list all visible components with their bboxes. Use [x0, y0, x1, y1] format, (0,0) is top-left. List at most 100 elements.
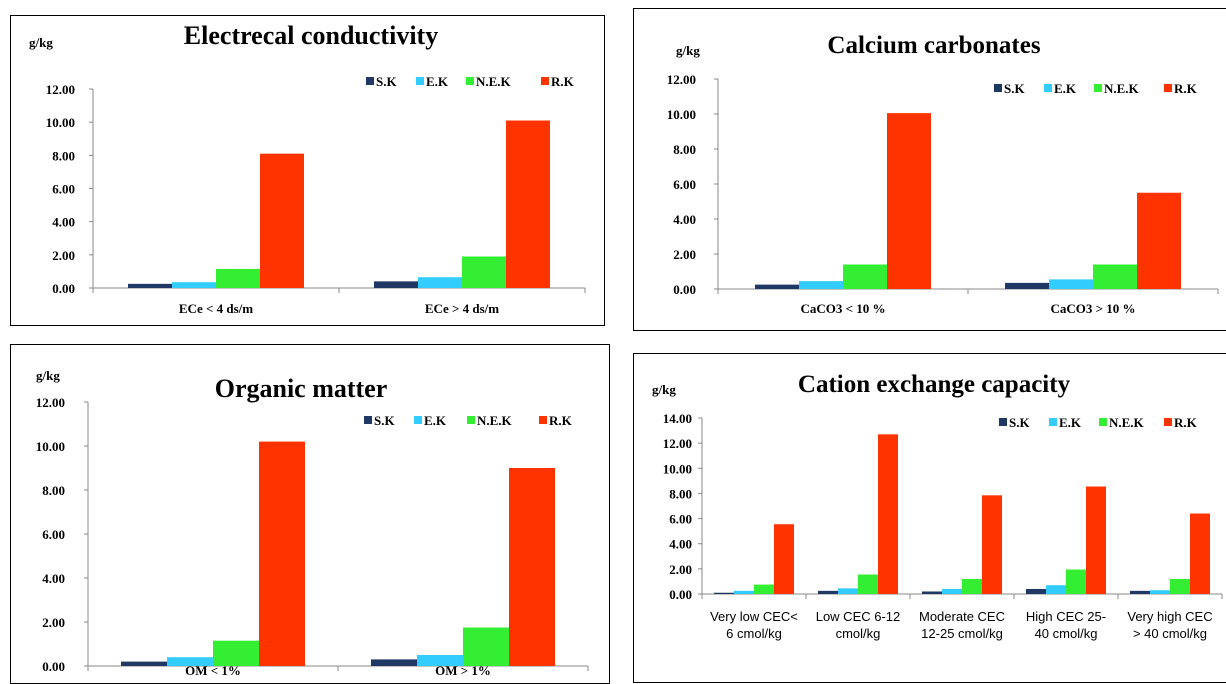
legend-swatch-ek [416, 77, 424, 85]
bar-rk-1 [506, 120, 550, 288]
chart-0-svg: Electrecal conductivity g/kg 0.00 2.00 4.00 6… [29, 21, 586, 316]
chart-title: Electrecal conductivity [184, 21, 438, 50]
y-tick-label: 8.00 [42, 483, 65, 498]
y-tick-label: 6.00 [673, 177, 696, 192]
legend-swatch-sk [366, 77, 374, 85]
x-category-line: Low CEC 6-12 [816, 609, 901, 624]
legend-swatch-ek [414, 416, 422, 424]
bar-sk-0 [128, 283, 172, 288]
x-category-label: CaCO3 > 10 % [1050, 301, 1135, 316]
y-tick-label: 4.00 [673, 212, 696, 227]
legend-swatch-nek [467, 416, 475, 424]
bar-rk-4 [1190, 513, 1210, 594]
bar-nek-3 [1066, 569, 1086, 594]
legend-swatch-sk [364, 416, 372, 424]
x-category-label: CaCO3 < 10 % [800, 301, 885, 316]
legend-swatch-nek [1099, 418, 1107, 426]
y-tick-label: 10.00 [667, 107, 696, 122]
y-tick-label: 10.00 [36, 439, 65, 454]
y-tick-label: 6.00 [669, 512, 692, 527]
legend-swatch-nek [466, 77, 474, 85]
legend-label: S.K [374, 413, 395, 428]
bar-nek-1 [858, 574, 878, 594]
y-tick-label: 2.00 [52, 248, 75, 263]
bar-sk-1 [371, 659, 417, 666]
legend-label: N.E.K [1104, 81, 1140, 96]
unit-label: g/kg [676, 43, 700, 58]
y-tick-label: 6.00 [52, 182, 75, 197]
bar-rk-2 [982, 495, 1002, 594]
x-category-label: Very low CEC< 6 cmol/kg [710, 609, 798, 641]
y-tick-label: 4.00 [52, 215, 75, 230]
bar-rk-0 [259, 441, 305, 666]
y-tick-label: 4.00 [669, 537, 692, 552]
legend-label: S.K [1004, 81, 1025, 96]
bar-nek-0 [216, 268, 260, 288]
x-category-label: ECe > 4 ds/m [425, 301, 499, 316]
x-category-label: Low CEC 6-12 cmol/kg [816, 609, 901, 641]
bar-ek-0 [734, 590, 754, 594]
bar-sk-1 [1005, 282, 1049, 289]
legend-label: N.E.K [476, 74, 512, 89]
bar-nek-2 [962, 578, 982, 594]
chart-3-svg: Cation exchange capacity g/kg 0.00 2.00 4.00… [652, 371, 1223, 641]
x-category-line: 40 cmol/kg [1035, 626, 1098, 641]
x-category-line: 6 cmol/kg [726, 626, 782, 641]
bar-nek-0 [754, 584, 774, 594]
legend-label: R.K [1174, 415, 1198, 430]
bar-nek-1 [463, 627, 509, 666]
bar-rk-1 [1137, 192, 1181, 289]
y-tick-label: 12.00 [36, 395, 65, 410]
bar-sk-0 [121, 661, 167, 666]
bar-nek-0 [843, 264, 887, 289]
y-tick-label: 14.00 [663, 411, 692, 426]
legend-label: N.E.K [1109, 415, 1145, 430]
chart-title: Cation exchange capacity [798, 371, 1071, 398]
legend-label: R.K [1174, 81, 1198, 96]
y-tick-label: 12.00 [46, 82, 75, 97]
x-category-line: Moderate CEC [919, 609, 1005, 624]
y-tick-label: 2.00 [673, 247, 696, 262]
y-tick-label: 4.00 [42, 571, 65, 586]
x-category-line: High CEC 25- [1026, 609, 1106, 624]
x-category-label: OM > 1% [435, 663, 491, 678]
y-tick-label: 8.00 [52, 148, 75, 163]
bar-sk-0 [714, 592, 734, 594]
bar-ek-0 [167, 657, 213, 666]
legend-label: E.K [1059, 415, 1082, 430]
chart-title: Calcium carbonates [827, 32, 1040, 59]
bar-sk-1 [374, 281, 418, 288]
legend-label: E.K [426, 74, 449, 89]
x-category-line: Very low CEC< [710, 609, 798, 624]
y-tick-label: 10.00 [663, 461, 692, 476]
bar-rk-0 [260, 153, 304, 288]
chart-title: Organic matter [215, 374, 388, 403]
x-category-label: Very high CEC > 40 cmol/kg [1127, 609, 1212, 641]
legend-label: S.K [1009, 415, 1030, 430]
legend-label: S.K [376, 74, 397, 89]
y-tick-label: 0.00 [42, 659, 65, 674]
x-category-label: High CEC 25- 40 cmol/kg [1026, 609, 1106, 641]
x-category-line: > 40 cmol/kg [1133, 626, 1207, 641]
x-category-label: ECe < 4 ds/m [179, 301, 253, 316]
bar-rk-0 [887, 113, 931, 289]
bar-rk-1 [509, 468, 555, 666]
bar-ek-1 [838, 588, 858, 594]
bar-ek-4 [1150, 590, 1170, 594]
legend-swatch-rk [541, 77, 549, 85]
y-tick-label: 8.00 [669, 486, 692, 501]
bar-sk-0 [755, 284, 799, 289]
bar-nek-0 [213, 640, 259, 666]
chart-organic-matter: Organic matter g/kg 0.00 2.00 4.00 6.00 8.00 10… [10, 344, 610, 684]
bar-sk-3 [1026, 588, 1046, 594]
y-tick-label: 12.00 [663, 436, 692, 451]
chart-cation-exchange-capacity: Cation exchange capacity g/kg 0.00 2.00 4.00… [633, 353, 1226, 683]
legend-label: E.K [424, 413, 447, 428]
bar-sk-4 [1130, 590, 1150, 594]
y-tick-label: 0.00 [669, 587, 692, 602]
bar-rk-0 [774, 524, 794, 594]
legend-swatch-sk [999, 418, 1007, 426]
unit-label: g/kg [29, 35, 53, 50]
legend-label: R.K [551, 74, 575, 89]
y-tick-label: 2.00 [42, 615, 65, 630]
